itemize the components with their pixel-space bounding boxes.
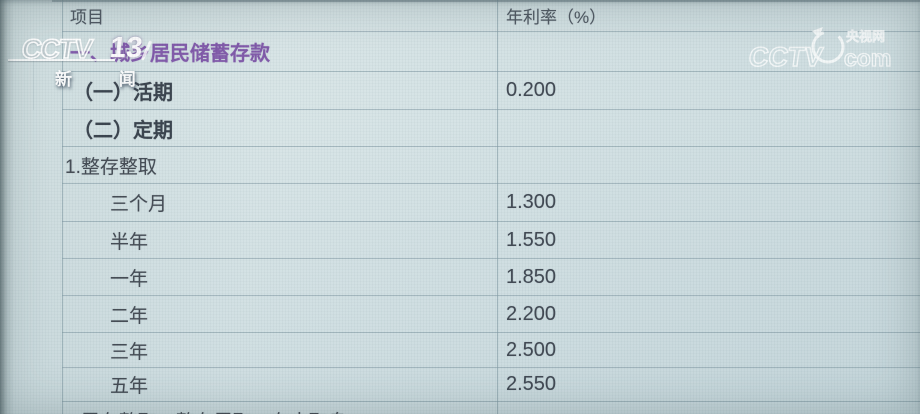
grid-artifact-line [33,57,34,110]
watermark-arrowhead [812,27,823,38]
rate-cell: 2.500 [497,339,920,362]
table-row: 五年 2.550 [62,368,920,402]
rate-value: 1.300 [506,191,557,213]
table-row: 半年 1.550 [62,222,920,259]
item-cell: 三个月 [62,189,497,216]
cctv-com-watermark: CCTV 央视网 com [740,22,920,79]
table-row: 2.零存整取、整存零取、存本取息 [62,402,920,414]
rate-value: 0.200 [506,79,557,101]
rate-cell: 1.550 [497,229,920,252]
item-label: 一年 [110,268,149,290]
item-label: 三年 [110,341,149,363]
rate-cell: 2.550 [497,373,920,396]
table-row: 一、城乡居民储蓄存款 [62,32,920,72]
rate-cell: 0.200 [497,79,920,102]
header-item-column: 项目 [62,3,497,28]
item-label: 半年 [110,231,149,253]
channel-name-label: 新 闻 [55,70,157,89]
table-row: 一年 1.850 [62,259,920,296]
rate-value: 2.550 [506,373,557,395]
deposit-rate-table: 项目 年利率（%） 一、城乡居民储蓄存款 （一）活期 0.200 （二）定期 1… [62,0,920,414]
logo-underline [8,59,115,61]
column-label-item: 项目 [70,8,104,27]
item-cell: 2.零存整取、整存零取、存本取息 [62,407,497,414]
item-label: 一、城乡居民储蓄存款 [70,43,270,65]
table-row: 二年 2.200 [62,296,920,333]
item-cell: 三年 [62,337,497,364]
table-row: 三个月 1.300 [62,184,920,222]
rate-value: 2.500 [506,338,557,361]
rate-cell: 2.200 [497,303,920,326]
item-cell: 一年 [62,264,497,291]
table-row: 三年 2.500 [62,333,920,368]
table-row: （二）定期 [62,110,920,147]
item-label: （二）定期 [73,119,173,142]
item-cell: 半年 [62,227,497,254]
table-top-border-line [52,0,920,2]
rate-value: 1.550 [506,228,557,251]
column-divider-line [497,0,498,414]
table-header-row: 项目 年利率（%） [62,0,920,32]
watermark-circle-arrow [811,30,845,64]
watermark-site-name: 央视网 [846,29,885,44]
column-label-rate: 年利率（%） [506,8,607,27]
item-label: 五年 [110,376,149,397]
item-cell: 五年 [62,371,497,398]
rate-value: 2.200 [506,302,557,325]
item-label: （一）活期 [73,82,173,104]
item-label: 2.零存整取、整存零取、存本取息 [65,412,347,414]
item-cell: 二年 [62,301,497,328]
rate-cell: 1.300 [497,191,920,214]
cctv13-channel-logo: CCTV 13 新 闻 [6,28,176,90]
watermark-graphic: CCTV 央视网 com [746,27,892,73]
rate-value: 1.850 [506,265,557,288]
table-row: 1.整存整取 [62,147,920,184]
item-label: 1.整存整取 [65,156,157,178]
item-label: 三个月 [110,194,168,215]
table-left-border-line [62,0,63,414]
header-rate-column: 年利率（%） [497,3,920,28]
watermark-domain-suffix: com [844,45,891,71]
item-cell: （一）活期 [62,76,497,105]
rate-cell: 1.850 [497,266,920,289]
item-cell: 1.整存整取 [62,152,497,179]
item-cell: 一、城乡居民储蓄存款 [62,37,497,66]
table-row: （一）活期 0.200 [62,72,920,110]
item-cell: （二）定期 [62,114,497,143]
item-label: 二年 [110,305,149,327]
